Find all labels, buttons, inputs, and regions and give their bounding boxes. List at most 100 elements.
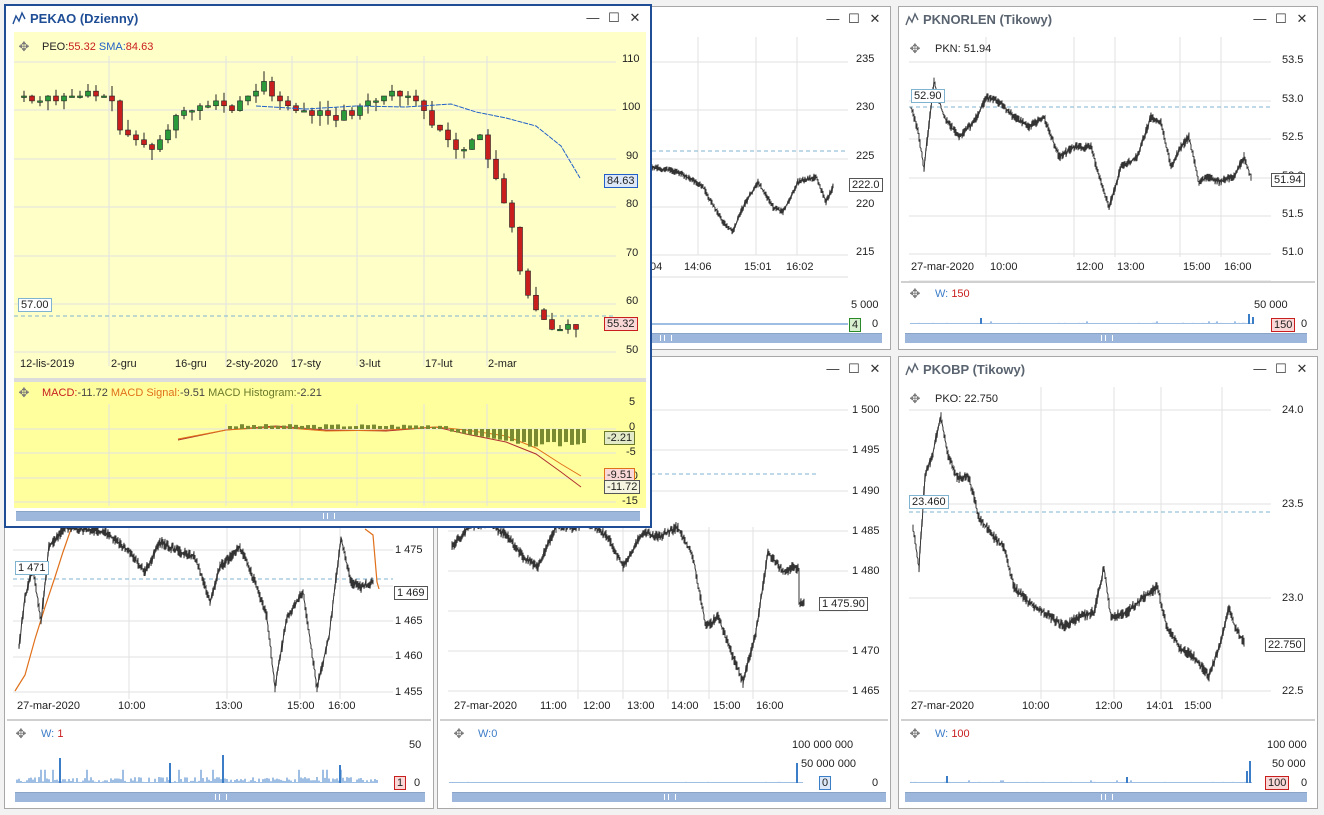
title-bar[interactable]: PEKAO (Dzienny) — ☐ ✕ <box>6 6 650 30</box>
move-arrows-icon[interactable]: ✥ <box>18 385 30 400</box>
maximize-icon[interactable]: ☐ <box>608 10 620 25</box>
close-icon[interactable]: ✕ <box>629 10 641 25</box>
price-chart[interactable] <box>899 7 1317 349</box>
macd-histogram-bar <box>510 429 514 442</box>
title-bar[interactable]: PKNORLEN (Tikowy) — ☐ ✕ <box>899 7 1317 31</box>
scrollbar-grip[interactable] <box>660 335 672 341</box>
volume-y-tick: 50 000 000 <box>801 758 857 770</box>
window-title: PKNORLEN (Tikowy) <box>923 12 1053 27</box>
chart-window-pekao[interactable]: PEKAO (Dzienny) — ☐ ✕ ✥ PEO:55.32 SMA:84… <box>4 4 652 528</box>
candlestick-chart[interactable] <box>6 6 650 526</box>
volume-legend-label: W: <box>935 728 949 740</box>
macd-y-tick: 5 <box>629 396 636 408</box>
maximize-icon[interactable]: ☐ <box>848 11 860 26</box>
volume-label: 150 <box>1271 318 1296 332</box>
scrollbar-grip[interactable] <box>664 794 676 800</box>
y-tick: 53.5 <box>1282 54 1304 66</box>
macd-y-tick: -5 <box>626 446 636 458</box>
macd-histogram-bar <box>360 424 364 429</box>
maximize-icon[interactable]: ☐ <box>848 361 860 376</box>
horizontal-scrollbar[interactable] <box>15 792 425 802</box>
move-arrows-icon[interactable]: ✥ <box>909 286 921 301</box>
macd-histogram-bar <box>528 429 532 447</box>
minimize-icon[interactable]: — <box>826 11 840 26</box>
macd-histogram-bar <box>480 429 484 437</box>
close-icon[interactable]: ✕ <box>869 361 881 376</box>
close-icon[interactable]: ✕ <box>869 11 881 26</box>
macd-histogram-bar <box>378 425 382 429</box>
x-tick: 27-mar-2020 <box>17 700 80 712</box>
title-bar[interactable]: — ☐ ✕ <box>438 7 890 31</box>
macd-histogram-bar <box>348 426 352 429</box>
price-chart[interactable] <box>899 357 1317 808</box>
move-arrows-icon[interactable]: ✥ <box>909 41 921 56</box>
horizontal-scrollbar[interactable] <box>905 792 1307 802</box>
x-tick: 2-sty-2020 <box>226 358 278 370</box>
y-tick: 1 480 <box>852 565 880 577</box>
candle-body <box>141 139 147 145</box>
title-bar[interactable]: PKOBP (Tikowy) — ☐ ✕ <box>899 357 1317 381</box>
volume-y-tick: 50 <box>409 739 422 751</box>
close-icon[interactable]: ✕ <box>1296 361 1308 376</box>
price-chart[interactable] <box>5 357 433 808</box>
candle-body <box>381 95 387 102</box>
last-price-label: 222.0 <box>849 178 883 192</box>
window-title: PKOBP (Tikowy) <box>923 362 1026 377</box>
minimize-icon[interactable]: — <box>1253 11 1267 26</box>
macd-histogram-bar <box>228 426 232 429</box>
move-arrows-icon[interactable]: ✥ <box>909 726 921 741</box>
price-chart[interactable] <box>438 7 890 349</box>
maximize-icon[interactable]: ☐ <box>1275 361 1287 376</box>
candle-body <box>477 134 483 141</box>
macd-histogram-bar <box>456 429 460 433</box>
move-arrows-icon[interactable]: ✥ <box>453 726 465 741</box>
plot-background <box>14 32 646 378</box>
macd-histogram-bar <box>438 425 442 429</box>
sma-price-label: 84.63 <box>604 174 638 188</box>
volume-legend: W: 1 <box>41 728 63 740</box>
candle-body <box>109 95 115 102</box>
macd-histogram-bar <box>342 426 346 429</box>
scrollbar-grip[interactable] <box>215 794 227 800</box>
macd-signal-label: MACD Signal: <box>110 387 180 399</box>
x-tick: 3-lut <box>359 358 381 370</box>
y-tick: 1 460 <box>395 650 423 662</box>
candle-body <box>301 110 307 113</box>
candle-body <box>29 95 35 102</box>
volume-legend-label: W: <box>478 728 492 740</box>
candle-body <box>45 95 51 102</box>
chart-window-pkobp[interactable]: PKOBP (Tikowy) — ☐ ✕ ✥ PKO: 22.750 24.0 … <box>898 356 1318 809</box>
scrollbar-grip[interactable] <box>1101 335 1113 341</box>
scrollbar-grip[interactable] <box>323 513 335 519</box>
candle-body <box>469 139 475 150</box>
macd-histogram-bar <box>462 429 466 434</box>
y-tick: 51.5 <box>1282 208 1304 220</box>
minimize-icon[interactable]: — <box>586 10 600 25</box>
x-tick: 10:00 <box>118 700 146 712</box>
volume-legend-label: W: <box>935 288 949 300</box>
minimize-icon[interactable]: — <box>826 361 840 376</box>
horizontal-scrollbar[interactable] <box>16 511 640 521</box>
price-series <box>651 164 834 235</box>
scrollbar-grip[interactable] <box>1101 794 1113 800</box>
minimize-icon[interactable]: — <box>1253 361 1267 376</box>
move-arrows-icon[interactable]: ✥ <box>15 726 27 741</box>
y-tick: 110 <box>622 53 640 65</box>
maximize-icon[interactable]: ☐ <box>1275 11 1287 26</box>
candle-body <box>549 319 555 330</box>
horizontal-scrollbar[interactable] <box>448 333 882 343</box>
title-bar[interactable]: — ☐ ✕ <box>438 357 890 381</box>
volume-y-tick: 100 000 <box>1267 739 1307 751</box>
move-arrows-icon[interactable]: ✥ <box>909 391 921 406</box>
chart-window-pknorlen[interactable]: PKNORLEN (Tikowy) — ☐ ✕ ✥ PKN: 51.94 53.… <box>898 6 1318 350</box>
move-arrows-icon[interactable]: ✥ <box>18 39 30 54</box>
legend: PKO: 22.750 <box>935 393 998 405</box>
macd-histogram-bar <box>444 426 448 429</box>
horizontal-scrollbar[interactable] <box>905 333 1307 343</box>
candle-body <box>309 110 315 116</box>
panel-separator <box>901 719 1315 721</box>
y-tick: 235 <box>856 53 875 65</box>
reference-price-label: 52.90 <box>911 89 945 103</box>
close-icon[interactable]: ✕ <box>1296 11 1308 26</box>
horizontal-scrollbar[interactable] <box>452 792 886 802</box>
